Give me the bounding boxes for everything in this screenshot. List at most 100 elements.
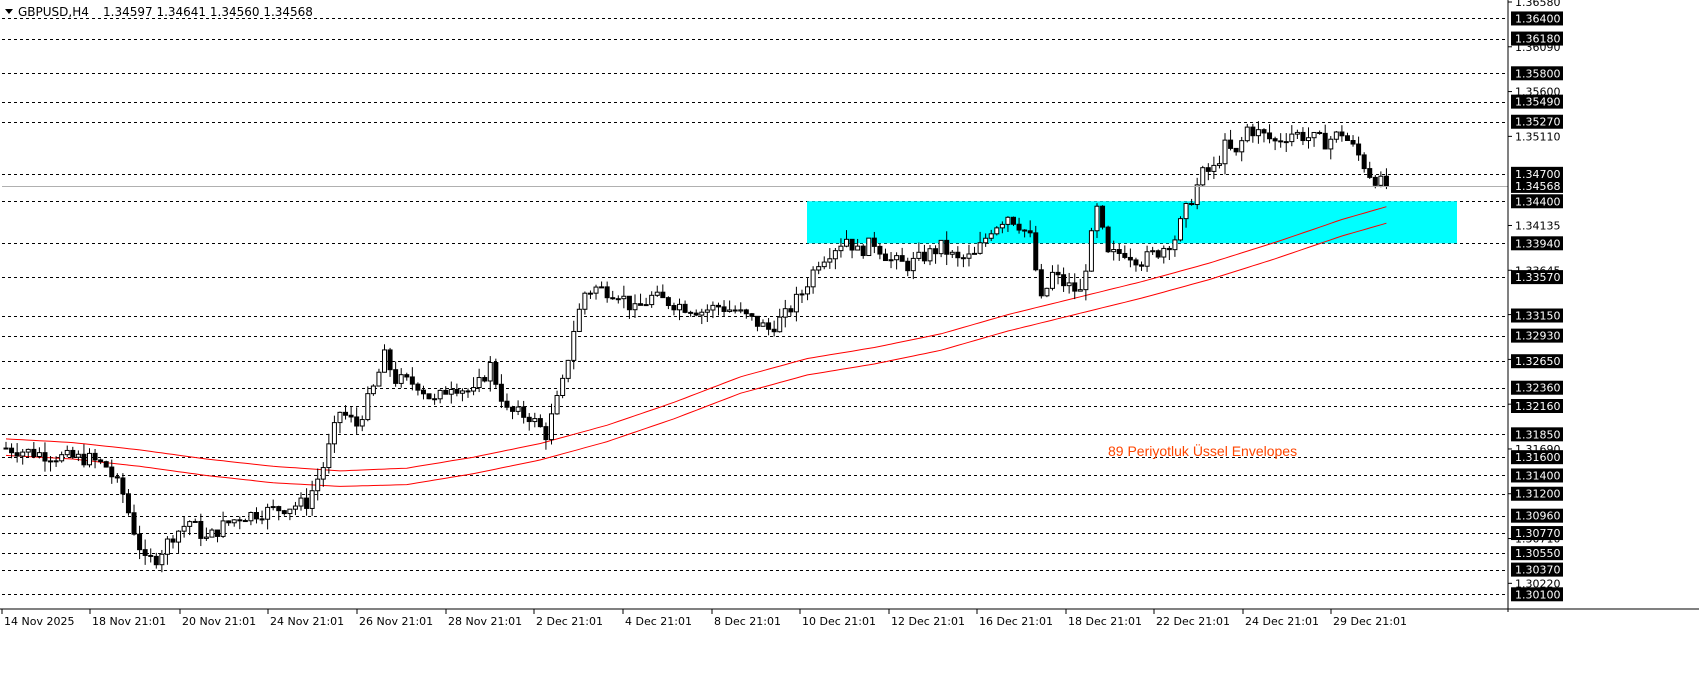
bear-candle (1166, 247, 1172, 251)
bear-candle (660, 291, 666, 299)
bear-candle (715, 304, 721, 308)
bull-candle (48, 460, 54, 463)
price-axis: 1.365801.360901.356001.351101.341351.336… (1507, 0, 1563, 612)
bear-candle (860, 245, 866, 257)
bull-candle (515, 406, 521, 412)
bull-candle (476, 377, 482, 389)
price-tick-label: 1.30220 (1515, 577, 1561, 590)
bear-candle (482, 377, 488, 382)
bull-candle (738, 309, 744, 312)
bear-candle (109, 466, 115, 478)
bear-candle (354, 416, 360, 427)
bear-candle (42, 452, 48, 462)
bull-candle (983, 237, 989, 244)
bear-candle (504, 400, 510, 408)
bear-candle (788, 308, 794, 313)
bull-candle (203, 536, 209, 539)
bear-candle (849, 238, 855, 251)
level-price-box (1511, 354, 1563, 369)
bear-candle (242, 520, 248, 523)
bear-candle (153, 555, 159, 566)
bull-candle (938, 239, 944, 255)
bear-candle (142, 549, 148, 556)
bull-candle (459, 390, 465, 394)
bull-candle (760, 322, 766, 327)
bear-candle (498, 383, 504, 402)
level-price-label: 1.30770 (1515, 527, 1561, 540)
level-price-label: 1.36400 (1515, 12, 1561, 25)
bull-candle (298, 497, 304, 507)
time-tick-label: 24 Dec 21:01 (1245, 615, 1319, 628)
level-price-box (1511, 546, 1563, 561)
bear-candle (604, 286, 610, 299)
bull-candle (315, 478, 321, 492)
bull-candle (532, 418, 538, 423)
level-price-box (1511, 31, 1563, 46)
bear-candle (237, 519, 243, 522)
bull-candle (25, 448, 31, 453)
time-tick-label: 26 Nov 21:01 (359, 615, 433, 628)
bear-candle (899, 255, 905, 262)
bull-candle (1294, 131, 1300, 135)
bull-candle (331, 422, 337, 445)
bull-candle (649, 294, 655, 306)
level-price-box (1511, 587, 1563, 602)
bull-candle (827, 258, 833, 263)
bear-candle (465, 390, 471, 393)
time-tick-label: 2 Dec 21:01 (536, 615, 603, 628)
level-price-label: 1.34700 (1515, 168, 1561, 181)
bull-candle (855, 245, 861, 251)
price-tick-label: 1.36580 (1515, 0, 1561, 9)
level-price-label: 1.36180 (1515, 33, 1561, 46)
bull-candle (287, 508, 293, 515)
bear-candle (198, 520, 204, 539)
bear-candle (1127, 256, 1133, 261)
bull-candle (927, 248, 933, 262)
time-axis: 14 Nov 2025 18 Nov 21:01 20 Nov 21:01 24 No… (0, 608, 1699, 628)
bull-candle (1222, 139, 1228, 165)
bear-candle (415, 383, 421, 391)
bear-candle (125, 493, 131, 514)
bear-candle (454, 389, 460, 394)
bear-candle (905, 260, 911, 272)
bull-candle (448, 389, 454, 395)
bear-candle (732, 309, 738, 312)
bear-candle (1133, 259, 1139, 266)
bear-candle (771, 328, 777, 333)
bear-candle (688, 311, 694, 314)
bear-candle (693, 312, 699, 316)
bear-candle (1272, 138, 1278, 142)
bull-candle (1216, 163, 1222, 166)
price-level-lines (2, 18, 1508, 595)
bull-candle (643, 304, 649, 307)
bear-candle (120, 477, 126, 495)
bear-candle (638, 303, 644, 306)
level-price-label: 1.30370 (1515, 564, 1561, 577)
bull-candle (910, 257, 916, 272)
bear-candle (526, 416, 532, 423)
bear-candle (14, 452, 20, 457)
time-tick-label: 29 Dec 21:01 (1333, 615, 1407, 628)
envelope-upper-line (5, 206, 1387, 472)
bull-candle (1255, 129, 1261, 137)
bull-candle (994, 227, 1000, 235)
bear-candle (743, 309, 749, 315)
bear-candle (1205, 167, 1211, 172)
bull-candle (370, 385, 376, 395)
bull-candle (1200, 167, 1206, 186)
bull-candle (1328, 138, 1334, 150)
envelope-bands (5, 206, 1387, 487)
bull-candle (1283, 141, 1289, 144)
bull-candle (554, 394, 560, 415)
level-price-box (1511, 94, 1563, 109)
dropdown-triangle-icon[interactable] (5, 9, 13, 14)
bull-candle (20, 451, 26, 457)
bull-candle (704, 309, 710, 313)
bear-candle (1139, 264, 1145, 267)
bear-candle (1317, 131, 1323, 134)
bull-candle (710, 304, 716, 311)
bear-candle (1027, 230, 1033, 234)
bull-candle (599, 286, 605, 289)
bull-candle (376, 371, 382, 387)
